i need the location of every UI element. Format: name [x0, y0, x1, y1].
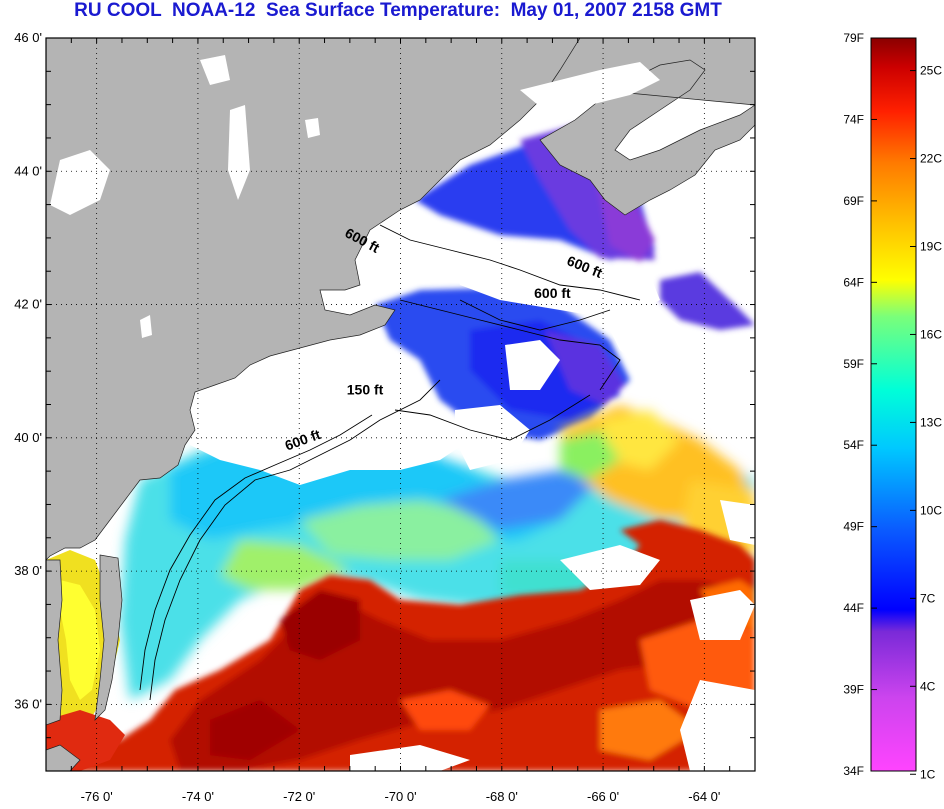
map-title: RU COOL NOAA-12 Sea Surface Temperature:…: [74, 0, 722, 21]
sst-map: [46, 38, 755, 771]
lat-label: 44 0': [14, 163, 42, 178]
lon-label: -70 0': [384, 789, 416, 804]
colorbar-f-label: 39F: [843, 683, 864, 697]
colorbar-c-label: 25C: [920, 64, 942, 78]
colorbar-f-label: 54F: [843, 438, 864, 452]
lon-label: -76 0': [81, 789, 113, 804]
colorbar-gradient: [870, 37, 917, 772]
lon-label: -72 0': [283, 789, 315, 804]
colorbar-f-label: 49F: [843, 520, 864, 534]
lat-label: 40 0': [14, 430, 42, 445]
graticule: [46, 37, 755, 771]
gulf-stream-water: [46, 520, 755, 771]
tick-marks: [45, 37, 756, 772]
colorbar-c-label: 1C: [920, 767, 936, 781]
colorbar-ticks: [871, 37, 916, 775]
colorbar-f-label: 59F: [843, 357, 864, 371]
contour-label: 150 ft: [347, 382, 384, 398]
lat-label: 42 0': [14, 297, 42, 312]
colorbar-f-label: 34F: [843, 764, 864, 778]
colorbar-fahrenheit-labels: 79F 74F 69F 64F 59F 54F 49F 44F 39F 34F: [843, 31, 864, 778]
land-cloud-patches: [50, 55, 660, 338]
contour-label: 600 ft: [534, 285, 571, 301]
colorbar-f-label: 44F: [843, 601, 864, 615]
bathymetry-contours: [139, 224, 641, 701]
lon-label: -64 0': [688, 789, 720, 804]
lon-label: -66 0': [587, 789, 619, 804]
longitude-labels: -76 0' -74 0' -72 0' -70 0' -68 0' -66 0' -64 …: [81, 789, 721, 804]
colorbar-c-label: 10C: [920, 503, 942, 517]
cloud-patches: [190, 215, 755, 771]
colorbar-c-label: 16C: [920, 327, 942, 341]
colorbar-c-label: 4C: [920, 679, 936, 693]
lon-label: -74 0': [182, 789, 214, 804]
colorbar-c-label: 7C: [920, 591, 936, 605]
colorbar-f-label: 64F: [843, 275, 864, 289]
colorbar-c-label: 19C: [920, 239, 942, 253]
lat-label: 46 0': [14, 30, 42, 45]
colorbar: 79F 74F 69F 64F 59F 54F 49F 44F 39F 34F 25C 22C 19C…: [843, 31, 942, 781]
colorbar-c-label: 13C: [920, 415, 942, 429]
lon-label: -68 0': [486, 789, 518, 804]
lat-label: 36 0': [14, 696, 42, 711]
colorbar-f-label: 69F: [843, 194, 864, 208]
colorbar-f-label: 74F: [843, 112, 864, 126]
colorbar-c-label: 22C: [920, 152, 942, 166]
colorbar-f-label: 79F: [843, 31, 864, 45]
latitude-labels: 46 0' 44 0' 42 0' 40 0' 38 0' 36 0': [14, 30, 42, 711]
colorbar-celsius-labels: 25C 22C 19C 16C 13C 10C 7C 4C 1C: [920, 64, 942, 782]
lat-label: 38 0': [14, 563, 42, 578]
